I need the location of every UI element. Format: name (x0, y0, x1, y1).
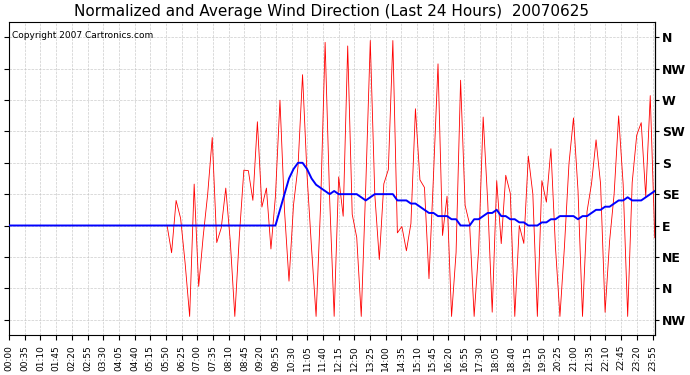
Text: Copyright 2007 Cartronics.com: Copyright 2007 Cartronics.com (12, 31, 153, 40)
Title: Normalized and Average Wind Direction (Last 24 Hours)  20070625: Normalized and Average Wind Direction (L… (75, 4, 589, 19)
